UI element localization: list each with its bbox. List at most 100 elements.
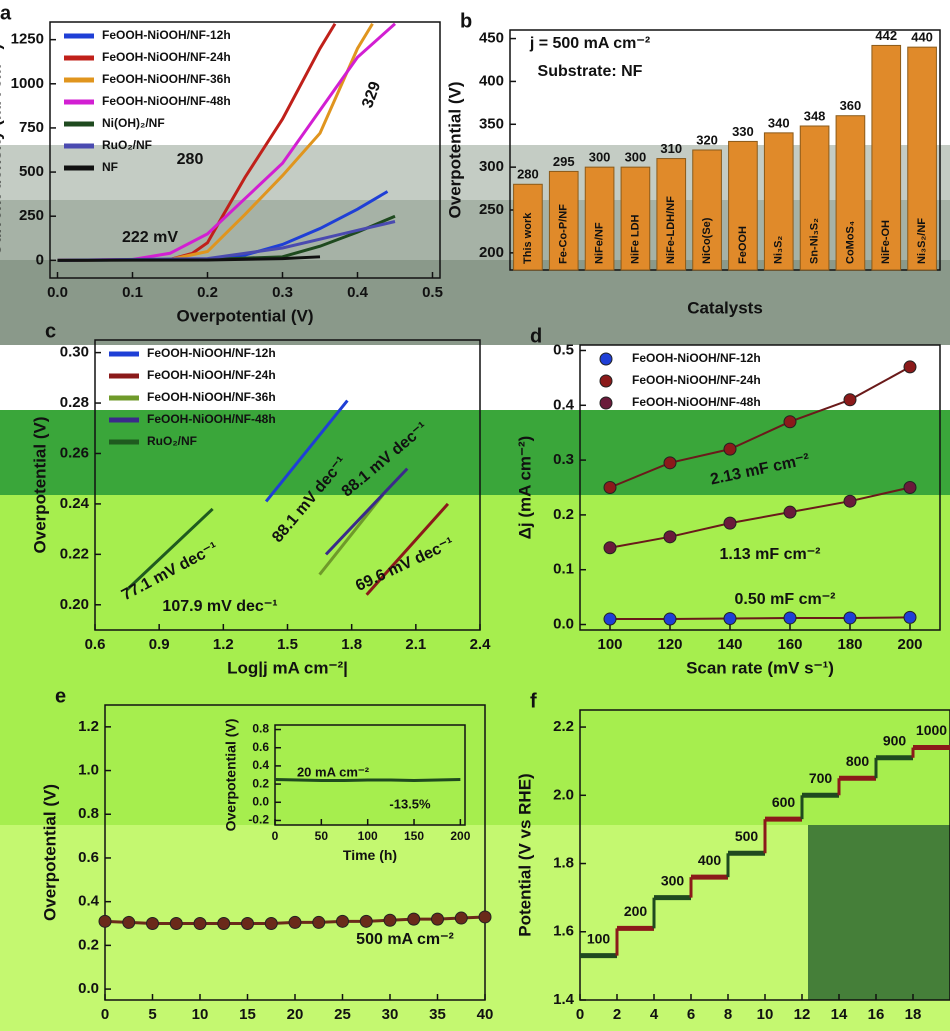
legend-label: FeOOH-NiOOH/NF-12h	[147, 346, 276, 360]
y-tick-label: 0.0	[553, 615, 574, 632]
x-tick-label: 150	[404, 829, 424, 843]
value-label: 320	[696, 132, 718, 147]
legend-label: FeOOH-NiOOH/NF-12h	[102, 28, 231, 42]
point	[844, 612, 856, 624]
x-tick-label: 200	[450, 829, 470, 843]
legend-label: NF	[102, 160, 118, 174]
y-tick-label: 1000	[11, 75, 44, 92]
annotation: 280	[177, 151, 204, 168]
legend-label: RuO₂/NF	[147, 434, 197, 448]
x-axis-label: Time (h)	[343, 847, 397, 863]
panel-label: f	[530, 690, 537, 712]
panel-label: e	[55, 685, 66, 707]
y-tick-label: 1.4	[553, 991, 575, 1008]
panel-label: d	[530, 325, 542, 347]
x-tick-label: 0.9	[149, 636, 170, 653]
x-tick-label: 8	[724, 1006, 732, 1023]
annotation: 1.13 mF cm⁻²	[720, 546, 821, 563]
value-label: 310	[660, 141, 682, 156]
x-tick-label: 30	[382, 1006, 399, 1023]
point	[904, 611, 916, 623]
x-tick-label: 100	[597, 636, 622, 653]
step-label: 800	[846, 753, 870, 769]
step-label: 900	[883, 732, 907, 748]
point	[604, 542, 616, 554]
y-tick-label: 0.26	[60, 444, 89, 461]
category-label: NiFe-LDH/NF	[665, 196, 677, 264]
step-label: 600	[772, 794, 796, 810]
category-label: NiFe/NF	[593, 222, 605, 264]
photo-inset	[808, 825, 950, 1000]
annotation: 20 mA cm⁻²	[297, 764, 370, 779]
point	[724, 517, 736, 529]
x-tick-label: 5	[148, 1006, 156, 1023]
legend-label: FeOOH-NiOOH/NF-48h	[632, 395, 761, 409]
x-tick-label: 40	[477, 1006, 494, 1023]
x-tick-label: 0.4	[347, 284, 369, 301]
y-tick-label: 250	[479, 201, 504, 218]
point	[313, 916, 325, 928]
x-tick-label: 14	[831, 1006, 848, 1023]
step-label: 1000	[916, 722, 947, 738]
point	[360, 915, 372, 927]
y-tick-label: 350	[479, 115, 504, 132]
x-tick-label: 25	[334, 1006, 351, 1023]
x-tick-label: 1.8	[341, 636, 362, 653]
y-tick-label: 0.2	[553, 506, 574, 523]
x-tick-label: 200	[897, 636, 922, 653]
x-tick-label: 20	[287, 1006, 304, 1023]
value-label: 280	[517, 167, 539, 182]
y-axis-label: Overpotential (V)	[445, 82, 464, 219]
y-tick-label: 0.0	[78, 980, 99, 997]
y-tick-label: 200	[479, 244, 504, 261]
y-axis-label: Overpotential (V)	[40, 784, 59, 921]
x-tick-label: 0.2	[197, 284, 218, 301]
x-tick-label: 10	[757, 1006, 774, 1023]
y-axis-label: Δj (mA cm⁻²)	[515, 436, 534, 540]
x-tick-label: 140	[717, 636, 742, 653]
point	[218, 918, 230, 930]
point	[455, 912, 467, 924]
y-tick-label: -0.2	[248, 813, 269, 827]
figure: a0250500750100012500.00.10.20.30.40.5Ove…	[0, 0, 950, 1031]
point	[384, 914, 396, 926]
step-label: 200	[624, 903, 648, 919]
x-tick-label: 1.5	[277, 636, 298, 653]
legend-label: FeOOH-NiOOH/NF-48h	[147, 412, 276, 426]
y-axis-label: Current density (mA cm⁻²)	[0, 44, 4, 256]
x-tick-label: 4	[650, 1006, 659, 1023]
x-tick-label: 160	[777, 636, 802, 653]
annotation: 222 mV	[122, 229, 178, 246]
y-tick-label: 0.6	[78, 849, 99, 866]
step-label: 300	[661, 872, 685, 888]
point	[844, 394, 856, 406]
y-tick-label: 400	[479, 72, 504, 89]
step-label: 100	[587, 930, 611, 946]
value-label: 300	[625, 150, 647, 165]
step-label: 500	[735, 828, 759, 844]
y-tick-label: 0.4	[252, 758, 269, 772]
x-tick-label: 16	[868, 1006, 885, 1023]
y-axis-label: Overpotential (V)	[30, 417, 49, 554]
y-tick-label: 0.6	[252, 740, 269, 754]
y-tick-label: 0.30	[60, 344, 89, 361]
y-tick-label: 1.2	[78, 718, 99, 735]
y-tick-label: 0.24	[60, 495, 90, 512]
x-tick-label: 10	[192, 1006, 209, 1023]
value-label: 300	[589, 150, 611, 165]
point	[604, 482, 616, 494]
category-label: NiCo(Se)	[701, 217, 713, 264]
y-tick-label: 0.2	[78, 936, 99, 953]
x-tick-label: 120	[657, 636, 682, 653]
point	[904, 482, 916, 494]
y-tick-label: 750	[19, 119, 44, 136]
y-tick-label: 2.0	[553, 786, 574, 803]
x-axis-label: Overpotential (V)	[177, 306, 314, 325]
point	[242, 918, 254, 930]
y-tick-label: 0.4	[78, 893, 100, 910]
panel-label: a	[0, 2, 12, 24]
category-label: Ni₃S₂/NF	[916, 218, 928, 264]
legend-label: FeOOH-NiOOH/NF-48h	[102, 94, 231, 108]
x-tick-label: 0	[576, 1006, 584, 1023]
y-tick-label: 0.8	[78, 805, 99, 822]
